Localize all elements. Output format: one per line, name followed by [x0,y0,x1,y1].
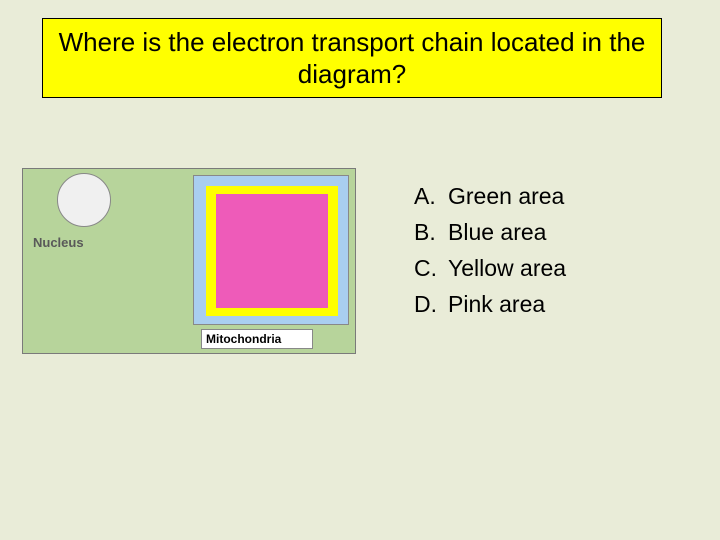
answer-text: Pink area [448,288,545,320]
answer-letter: A. [414,180,448,212]
answer-letter: B. [414,216,448,248]
question-box: Where is the electron transport chain lo… [42,18,662,98]
nucleus-shape [57,173,111,227]
answer-option[interactable]: A. Green area [414,180,566,212]
answer-list: A. Green area B. Blue area C. Yellow are… [414,180,566,324]
answer-option[interactable]: D. Pink area [414,288,566,320]
mitochondria-yellow [206,186,338,316]
answer-text: Blue area [448,216,546,248]
question-text: Where is the electron transport chain lo… [43,26,661,91]
answer-letter: D. [414,288,448,320]
answer-text: Yellow area [448,252,566,284]
nucleus-label: Nucleus [33,235,84,250]
mitochondria-pink [216,194,328,308]
answer-option[interactable]: B. Blue area [414,216,566,248]
mitochondria-label-box: Mitochondria [201,329,313,349]
answer-text: Green area [448,180,564,212]
mitochondria-label: Mitochondria [206,332,281,346]
cell-diagram: Nucleus Mitochondria [22,168,356,354]
mitochondria-outer-blue [193,175,349,325]
answer-letter: C. [414,252,448,284]
answer-option[interactable]: C. Yellow area [414,252,566,284]
